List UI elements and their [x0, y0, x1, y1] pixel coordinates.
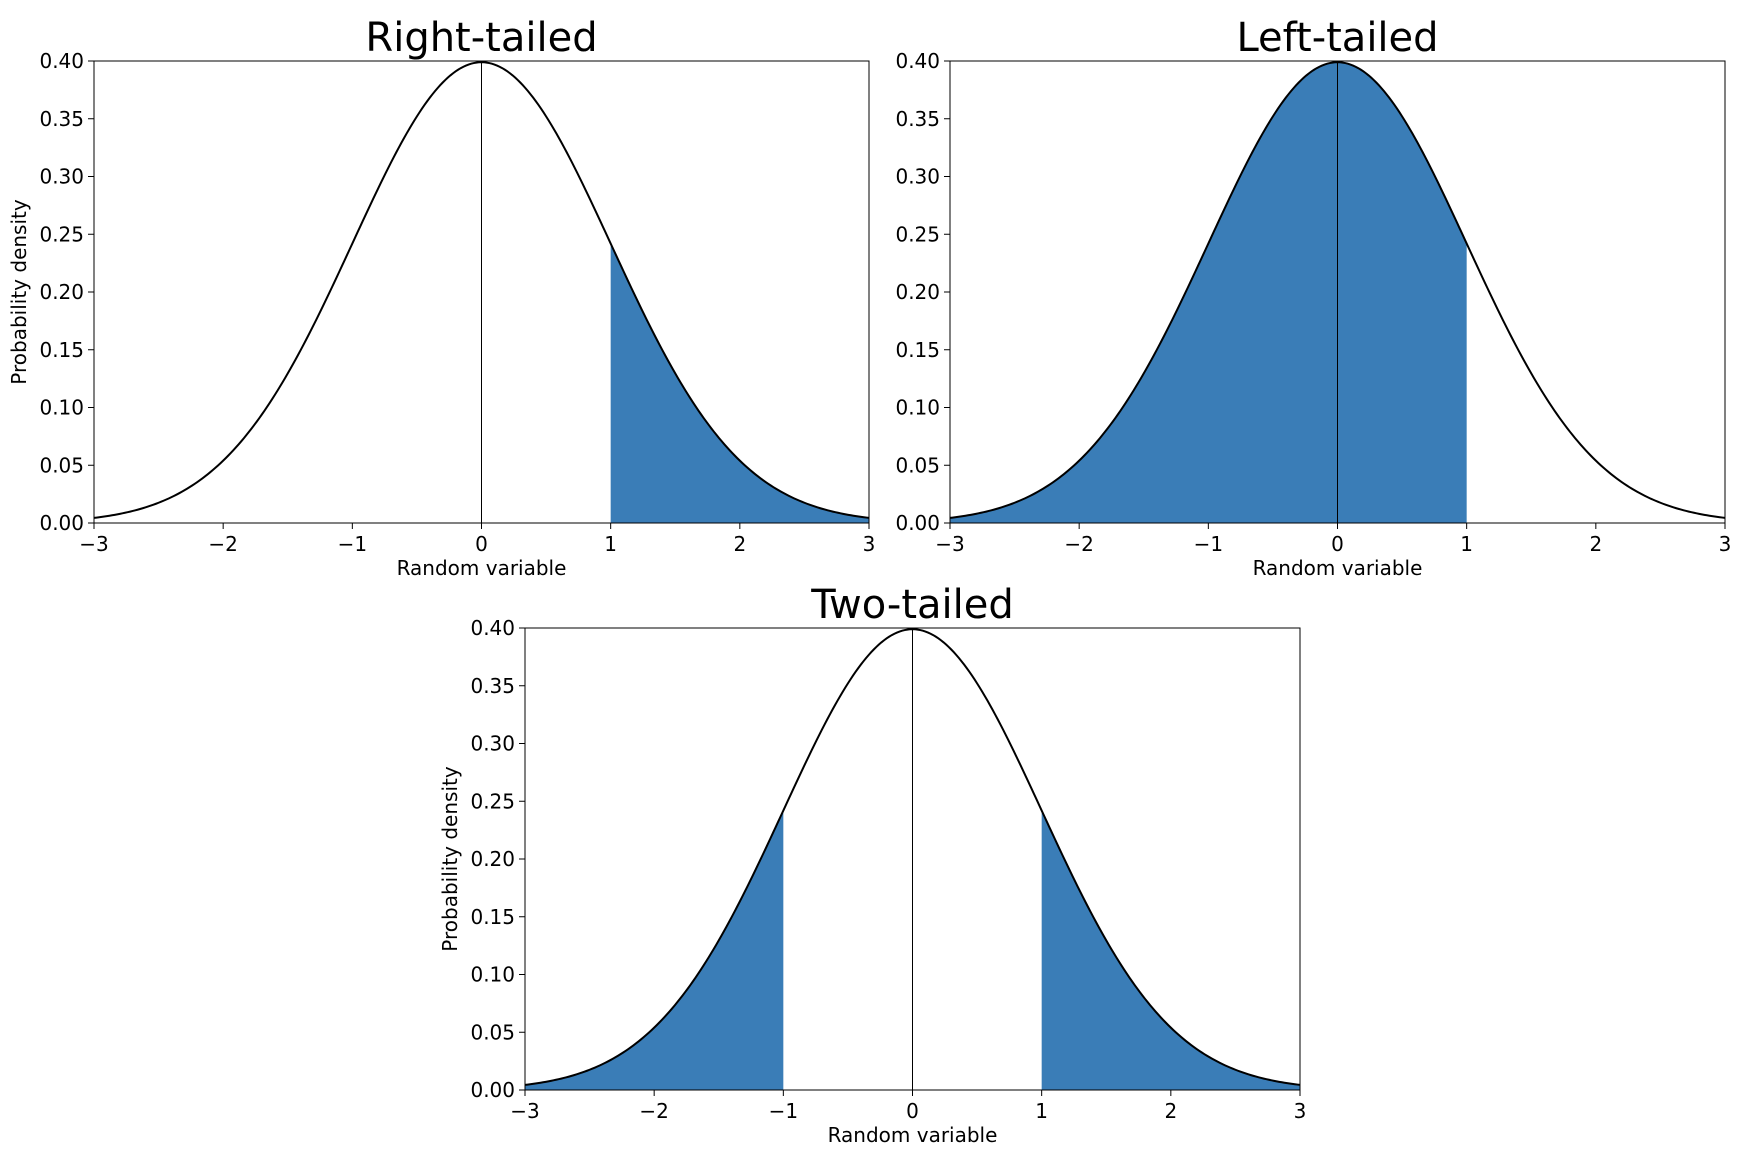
- shaded-region: [610, 243, 869, 523]
- x-tick-label: 0: [1331, 532, 1344, 556]
- chart-panel-1: −3 −2 −1 0 1 2 3 0.00 0.05 0.10 0.15 0.20 0.25 0.30 0.…: [7, 15, 875, 580]
- chart-title: Right-tailed: [365, 15, 597, 61]
- y-tick-label: 0.35: [39, 107, 84, 131]
- x-tick-label: −2: [1064, 532, 1093, 556]
- y-tick-label: 0.05: [39, 453, 84, 477]
- x-tick-label: −1: [1194, 532, 1223, 556]
- x-tick-label: 0: [906, 1099, 919, 1123]
- y-tick-label: 0.15: [470, 905, 515, 929]
- y-tick-label: 0.20: [470, 847, 515, 871]
- y-tick-label: 0.40: [470, 616, 515, 640]
- x-tick-label: 1: [1035, 1099, 1048, 1123]
- x-tick-label: 1: [1460, 532, 1473, 556]
- y-axis-label: Probability density: [438, 766, 462, 952]
- y-tick-label: 0.30: [39, 165, 84, 189]
- y-axis-label: Probability density: [7, 199, 31, 385]
- density-curve: [93, 61, 870, 519]
- x-tick-label: 3: [1294, 1099, 1307, 1123]
- y-tick-label: 0.10: [895, 396, 940, 420]
- y-tick-label: 0.25: [39, 222, 84, 246]
- y-tick-label: 0.00: [895, 511, 940, 535]
- y-tick-label: 0.40: [39, 49, 84, 73]
- y-tick-label: 0.20: [895, 280, 940, 304]
- x-axis-label: Random variable: [1253, 556, 1423, 580]
- x-tick-label: 1: [604, 532, 617, 556]
- x-tick-label: −3: [935, 532, 964, 556]
- y-tick-label: 0.20: [39, 280, 84, 304]
- x-tick-label: 3: [1719, 532, 1732, 556]
- y-tick-label: 0.00: [470, 1078, 515, 1102]
- x-axis-label: Random variable: [397, 556, 567, 580]
- y-tick-label: 0.40: [895, 49, 940, 73]
- chart-panel-3: −3 −2 −1 0 1 2 3 0.00 0.05 0.10 0.15 0.20 0.25 0.30 0.…: [438, 582, 1306, 1147]
- y-tick-label: 0.00: [39, 511, 84, 535]
- density-curve: [949, 61, 1726, 519]
- x-axis-label: Random variable: [828, 1123, 998, 1147]
- x-tick-label: 2: [733, 532, 746, 556]
- x-tick-label: −2: [208, 532, 237, 556]
- y-tick-label: 0.25: [470, 789, 515, 813]
- shaded-region: [950, 62, 1467, 523]
- chart-panel-2: −3 −2 −1 0 1 2 3 0.00 0.05 0.10 0.15 0.20 0.25 0.30 0.…: [895, 15, 1731, 580]
- y-tick-label: 0.15: [895, 338, 940, 362]
- shaded-region: [525, 810, 784, 1090]
- chart-title: Two-tailed: [810, 582, 1014, 628]
- y-tick-label: 0.30: [470, 732, 515, 756]
- y-tick-label: 0.10: [39, 396, 84, 420]
- y-tick-label: 0.25: [895, 222, 940, 246]
- x-tick-label: 3: [863, 532, 876, 556]
- chart-title: Left-tailed: [1236, 15, 1438, 61]
- y-tick-label: 0.10: [470, 963, 515, 987]
- x-tick-label: −3: [79, 532, 108, 556]
- x-tick-label: 2: [1164, 1099, 1177, 1123]
- density-curve: [524, 628, 1301, 1086]
- y-tick-label: 0.35: [895, 107, 940, 131]
- x-tick-label: −1: [338, 532, 367, 556]
- x-tick-label: −3: [510, 1099, 539, 1123]
- y-tick-label: 0.35: [470, 674, 515, 698]
- x-tick-label: −2: [639, 1099, 668, 1123]
- y-tick-label: 0.05: [895, 453, 940, 477]
- y-tick-label: 0.15: [39, 338, 84, 362]
- x-tick-label: 2: [1589, 532, 1602, 556]
- x-tick-label: −1: [769, 1099, 798, 1123]
- x-tick-label: 0: [475, 532, 488, 556]
- shaded-region: [1041, 810, 1300, 1090]
- y-tick-label: 0.30: [895, 165, 940, 189]
- y-tick-label: 0.05: [470, 1020, 515, 1044]
